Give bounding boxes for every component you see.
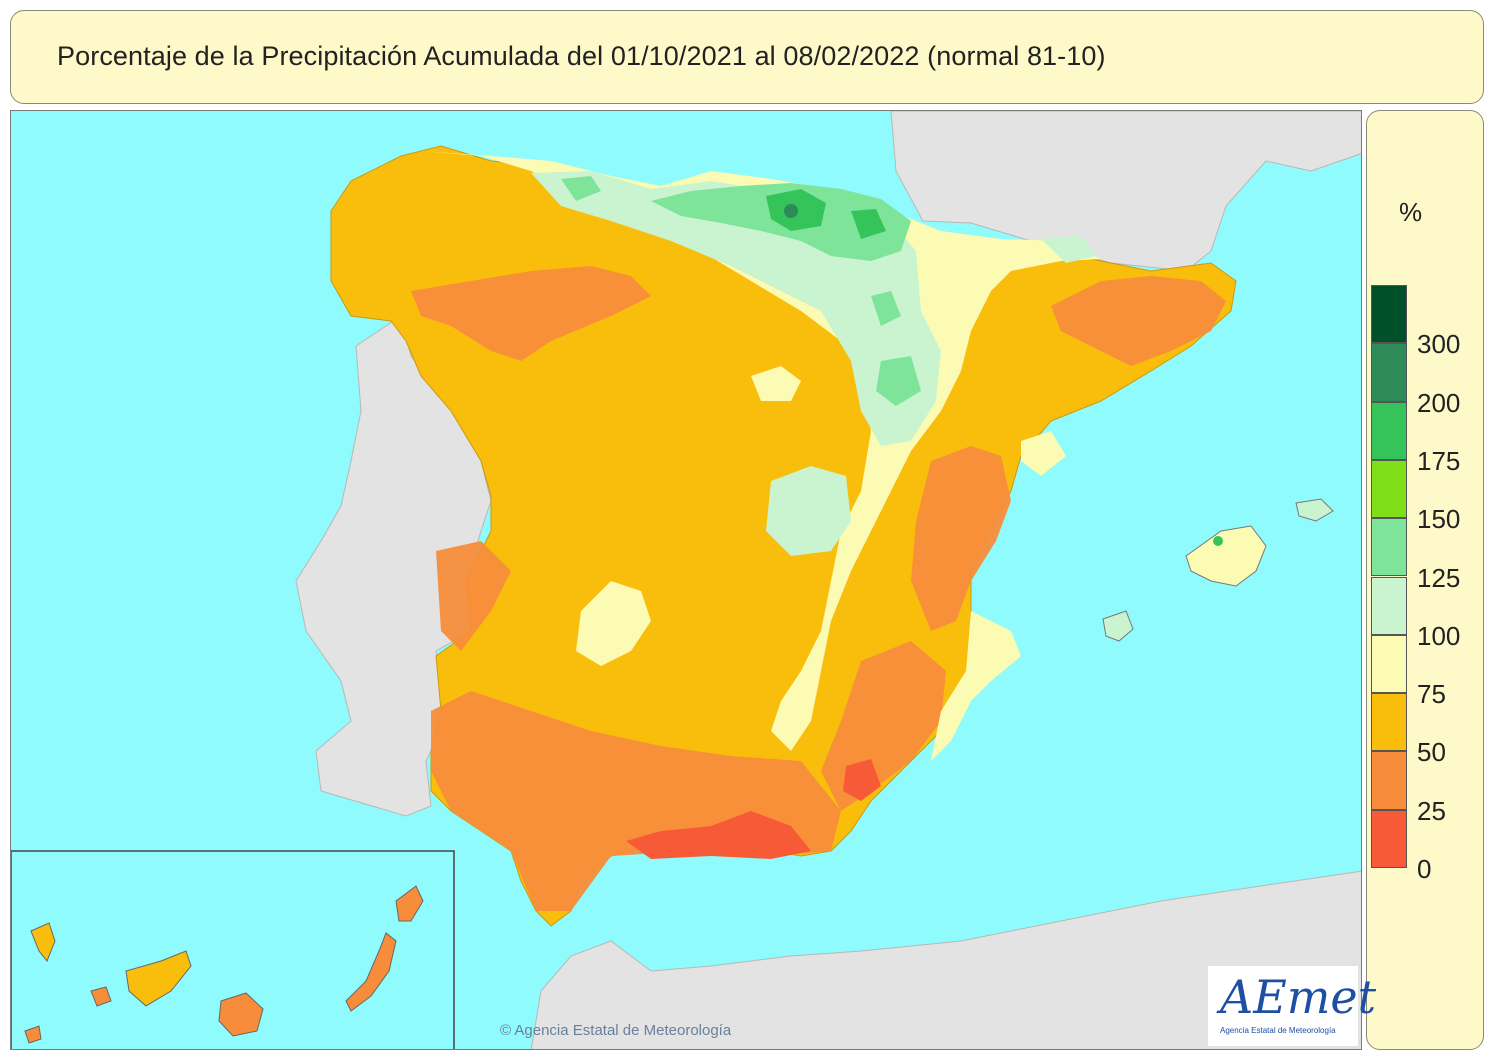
legend-tick-label: 200	[1417, 387, 1461, 418]
zone-125-150-rioja	[871, 291, 901, 326]
legend-swatch	[1371, 751, 1407, 810]
zone-75-100-levante	[1021, 431, 1066, 476]
zone-175-200-bilbao	[784, 204, 798, 218]
logo-name: AEmet	[1220, 970, 1377, 1024]
zone-0-25-almeria	[843, 759, 881, 801]
mallorca	[1185, 525, 1267, 587]
la-gomera	[90, 986, 112, 1007]
la-palma	[30, 922, 56, 962]
legend-tick-label: 300	[1417, 329, 1461, 360]
mallorca-green-spot	[1213, 536, 1223, 546]
legend-tick-label: 50	[1417, 737, 1446, 768]
legend-swatch	[1371, 518, 1407, 577]
legend-color-scale: 300 200 175 150 125 100 75 50 25 0	[1371, 285, 1460, 884]
zone-0-25-granada-coast	[626, 811, 811, 859]
lanzarote	[395, 885, 424, 922]
legend-panel: % 300 200 175 150 125 100 75 50 25 0	[1366, 110, 1484, 1050]
legend-swatch	[1371, 809, 1407, 868]
legend-tick-label: 0	[1417, 854, 1432, 884]
legend-swatch	[1371, 401, 1407, 460]
france-land	[890, 111, 1361, 272]
zone-25-50-valencia	[911, 446, 1011, 631]
legend-unit: %	[1399, 197, 1423, 227]
legend-tick-label: 25	[1417, 795, 1446, 826]
zone-25-50-catalonia	[1051, 276, 1226, 366]
zone-100-125-central	[766, 466, 851, 556]
gran-canaria	[218, 992, 264, 1037]
menorca	[1295, 498, 1334, 522]
map-title: Porcentaje de la Precipitación Acumulada…	[57, 41, 1106, 71]
el-hierro	[24, 1025, 42, 1044]
zone-125-150-aragon	[876, 356, 921, 406]
fuerteventura	[345, 932, 397, 1012]
zone-25-50-extremadura-west	[436, 541, 511, 651]
zone-125-150-asturias	[561, 176, 601, 201]
zone-75-100-north	[421, 151, 1101, 751]
legend-tick-label: 175	[1417, 445, 1461, 476]
legend-tick-label: 125	[1417, 562, 1461, 593]
title-bar: Porcentaje de la Precipitación Acumulada…	[10, 10, 1484, 104]
legend-swatch	[1371, 576, 1407, 635]
legend-tick-label: 150	[1417, 504, 1461, 535]
legend-swatch	[1371, 459, 1407, 519]
precipitation-map	[11, 111, 1361, 1049]
ibiza	[1102, 610, 1134, 642]
credit-text: © Agencia Estatal de Meteorología	[500, 1022, 732, 1039]
legend-swatch	[1371, 693, 1407, 752]
legend-swatch	[1371, 343, 1407, 402]
tenerife	[125, 950, 192, 1007]
legend-swatch	[1371, 634, 1407, 694]
zone-150-175-navarra	[851, 209, 886, 239]
legend-tick-label: 100	[1417, 620, 1461, 651]
legend-swatch	[1371, 285, 1407, 344]
aemet-logo: AEmet Agencia Estatal de Meteorología	[1208, 966, 1376, 1046]
zone-75-100-alicante	[931, 611, 1021, 761]
logo-subtitle: Agencia Estatal de Meteorología	[1220, 1026, 1336, 1035]
zone-75-100-segovia	[751, 366, 801, 401]
zone-100-125-ne	[1041, 235, 1096, 263]
zone-25-50-andalusia-south	[431, 691, 841, 911]
zone-75-100-extremadura	[576, 581, 651, 666]
africa-land	[530, 870, 1361, 1049]
map-panel	[10, 110, 1362, 1050]
legend-tick-label: 75	[1417, 679, 1446, 710]
zone-25-50-galicia-south	[411, 266, 651, 361]
